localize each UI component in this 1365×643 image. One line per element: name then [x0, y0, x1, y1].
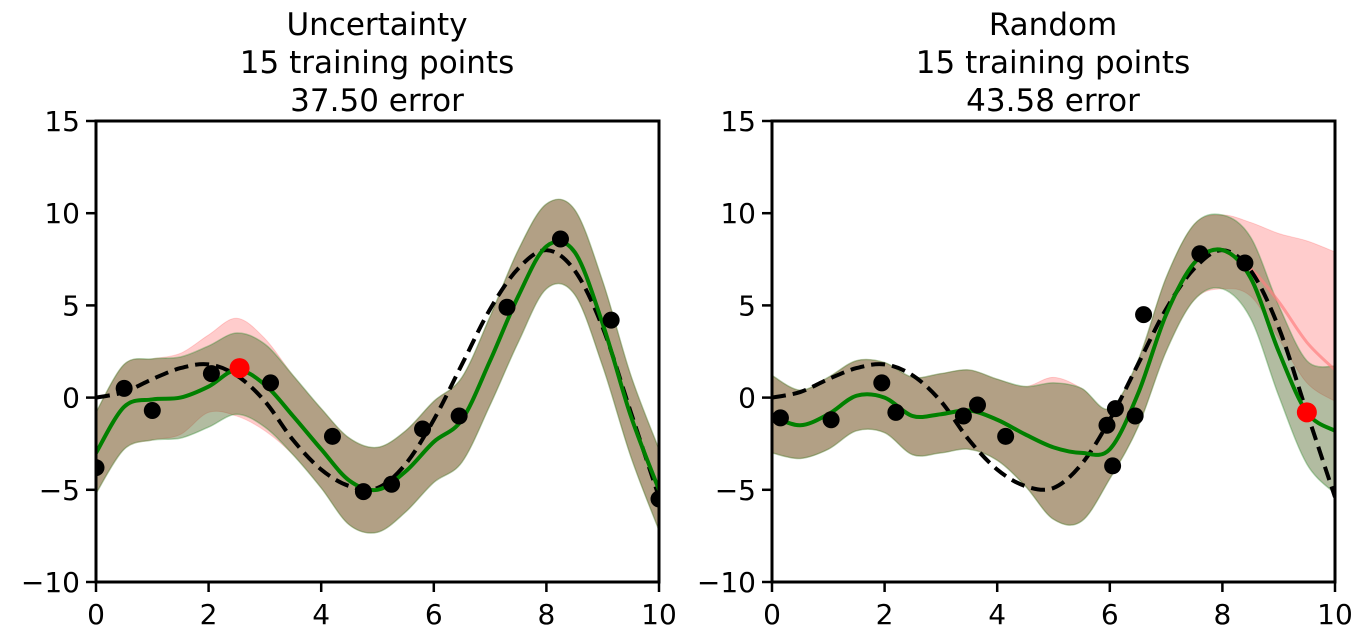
- uncertainty-band: [96, 198, 659, 534]
- x-tick-label: 4: [312, 598, 330, 631]
- new-point: [1296, 402, 1317, 423]
- training-point: [1126, 407, 1144, 425]
- y-tick-label: 0: [738, 382, 756, 415]
- training-point: [822, 411, 840, 429]
- x-tick-label: 8: [1213, 598, 1231, 631]
- training-point: [1106, 400, 1124, 418]
- training-point: [383, 475, 401, 493]
- random-panel: Random 15 training points 43.58 error 0 2…: [697, 7, 1353, 631]
- plot-area: [96, 198, 659, 534]
- axes-frame: [94, 119, 661, 584]
- y-tick-label: −10: [21, 566, 80, 599]
- previous-uncertainty-band: [96, 198, 659, 534]
- training-point: [450, 407, 468, 425]
- x-tick-label: 2: [200, 598, 218, 631]
- new-point: [229, 358, 250, 379]
- axes: 0 2 4 6 8 10 −10 −5 0 5 10 15: [697, 105, 1353, 631]
- true-function-line: [96, 248, 659, 498]
- training-point: [968, 396, 986, 414]
- training-point: [1135, 306, 1153, 324]
- training-point: [202, 365, 220, 383]
- x-tick-label: 2: [876, 598, 894, 631]
- panel-title-line-1: Random: [989, 7, 1117, 43]
- panel-title-line-3: 43.58 error: [966, 83, 1140, 119]
- training-point: [997, 427, 1015, 445]
- training-point: [323, 427, 341, 445]
- true-function-line: [772, 248, 1335, 498]
- y-tick-label: 5: [62, 289, 80, 322]
- y-tick-label: 10: [44, 197, 80, 230]
- training-point: [1104, 457, 1122, 475]
- training-point: [772, 409, 789, 427]
- training-point: [498, 298, 516, 316]
- uncertainty-panel: Uncertainty 15 training points 37.50 err…: [21, 7, 677, 631]
- training-point: [551, 230, 569, 248]
- x-tick-label: 4: [988, 598, 1006, 631]
- y-tick-label: 15: [720, 105, 756, 138]
- training-point: [96, 459, 105, 477]
- training-point: [354, 483, 372, 501]
- panel-title-line-2: 15 training points: [916, 45, 1190, 81]
- plot-area: [772, 213, 1335, 526]
- training-point: [873, 374, 891, 392]
- y-tick-label: −5: [715, 474, 756, 507]
- x-tick-label: 6: [425, 598, 443, 631]
- y-tick-label: 0: [62, 382, 80, 415]
- previous-uncertainty-band: [772, 214, 1335, 526]
- panel-title-line-1: Uncertainty: [286, 7, 467, 43]
- x-tick-label: 10: [641, 598, 677, 631]
- training-point: [887, 403, 905, 421]
- x-tick-label: 8: [537, 598, 555, 631]
- training-point: [262, 374, 280, 392]
- training-point: [1191, 245, 1209, 263]
- y-tick-label: 10: [720, 197, 756, 230]
- x-tick-label: 10: [1317, 598, 1353, 631]
- panel-title-line-2: 15 training points: [240, 45, 514, 81]
- training-point: [954, 407, 972, 425]
- y-tick-label: 15: [44, 105, 80, 138]
- training-point: [1098, 416, 1116, 434]
- y-tick-label: 5: [738, 289, 756, 322]
- x-tick-label: 6: [1101, 598, 1119, 631]
- training-point: [143, 402, 161, 420]
- y-tick-label: −5: [39, 474, 80, 507]
- training-point: [650, 490, 659, 508]
- x-tick-label: 0: [763, 598, 781, 631]
- training-point: [602, 311, 620, 329]
- training-point: [414, 420, 432, 438]
- x-tick-label: 0: [87, 598, 105, 631]
- y-tick-label: −10: [697, 566, 756, 599]
- panel-title-line-3: 37.50 error: [290, 83, 464, 119]
- training-point: [115, 379, 133, 397]
- axes: 0 2 4 6 8 10 −10 −5 0 5 10 15: [21, 105, 677, 631]
- training-point: [1236, 254, 1254, 272]
- mean-prediction-line: [772, 247, 1335, 457]
- axes-frame: [770, 119, 1337, 584]
